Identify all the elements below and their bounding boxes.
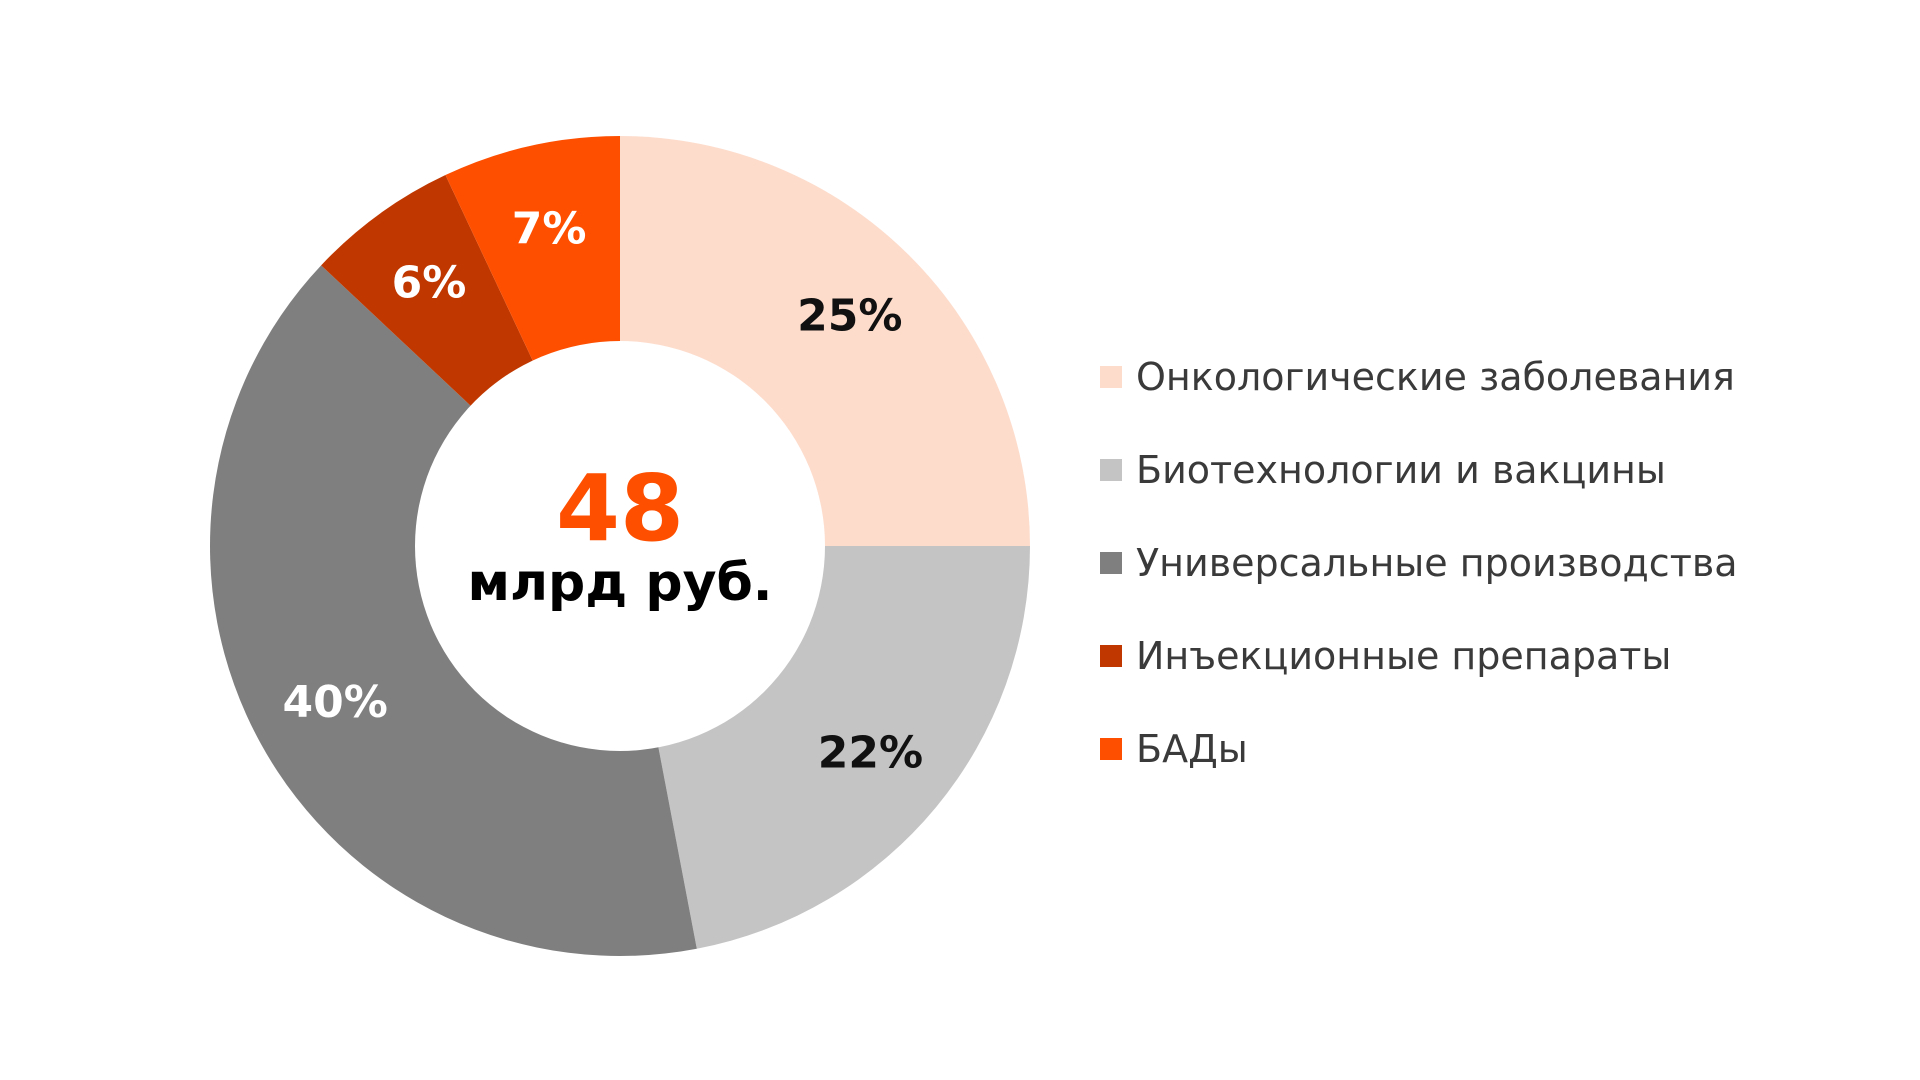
slice-label-biotech: 22% xyxy=(818,728,923,779)
legend-swatch xyxy=(1100,458,1122,481)
slice-label-injectables: 6% xyxy=(392,258,467,309)
legend-label: Онкологические заболевания xyxy=(1136,354,1735,399)
legend-label: БАДы xyxy=(1136,726,1248,771)
legend-swatch xyxy=(1100,551,1122,574)
center-total-unit: млрд руб. xyxy=(467,553,772,613)
slice-label-universal: 40% xyxy=(283,677,388,728)
legend-item-oncology: Онкологические заболевания xyxy=(1100,330,1860,423)
legend-swatch xyxy=(1100,365,1122,388)
donut-hole xyxy=(415,341,825,751)
slice-label-oncology: 25% xyxy=(797,291,902,342)
legend-label: Инъекционные препараты xyxy=(1136,633,1672,678)
legend-item-biotech: Биотехнологии и вакцины xyxy=(1100,423,1860,516)
center-total-value: 48 xyxy=(556,455,684,562)
legend-item-universal: Универсальные производства xyxy=(1100,516,1860,609)
legend-item-injectables: Инъекционные препараты xyxy=(1100,609,1860,702)
legend-swatch xyxy=(1100,737,1122,760)
slice-label-supplements: 7% xyxy=(512,203,587,254)
legend-label: Биотехнологии и вакцины xyxy=(1136,447,1666,492)
legend-label: Универсальные производства xyxy=(1136,540,1738,585)
legend-swatch xyxy=(1100,644,1122,667)
slice-labels: 25% 22% 40% 6% 7% xyxy=(283,203,924,778)
chart-legend: Онкологические заболевания Биотехнологии… xyxy=(1100,330,1860,795)
legend-item-supplements: БАДы xyxy=(1100,702,1860,795)
